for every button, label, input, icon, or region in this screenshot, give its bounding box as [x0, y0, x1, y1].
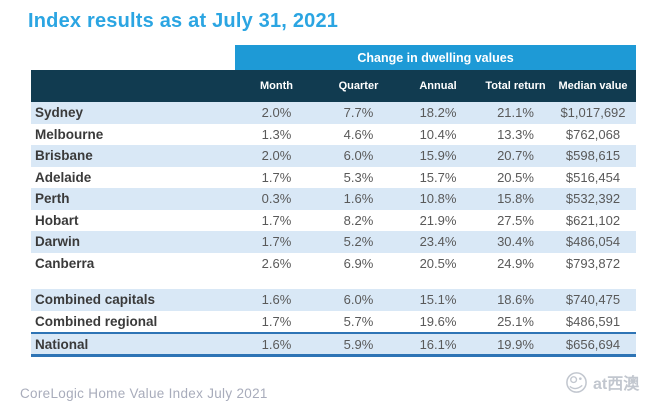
- cell-annual: 10.8%: [419, 191, 457, 207]
- cell-annual: 19.6%: [419, 313, 457, 329]
- cell-median-value: $532,392: [565, 191, 621, 207]
- cell-quarter: 6.0%: [343, 292, 374, 308]
- row-label: Combined regional: [35, 313, 158, 329]
- watermark: at西澳: [565, 370, 639, 394]
- cell-quarter: 7.7%: [343, 105, 374, 121]
- cell-month: 1.6%: [261, 292, 292, 308]
- watermark-label: at西澳: [593, 376, 640, 393]
- cell-total-return: 27.5%: [497, 212, 534, 228]
- table-row-hobart: Hobart 1.7% 8.2% 21.9% 27.5% $621,102: [31, 209, 636, 231]
- cell-total-return: 20.7%: [497, 148, 534, 164]
- table-banner: Change in dwelling values: [235, 45, 636, 70]
- row-label: Adelaide: [35, 169, 92, 185]
- table-row-combined-capitals: Combined capitals 1.6% 6.0% 15.1% 18.6% $740,…: [31, 289, 636, 311]
- cell-median-value: $740,475: [565, 292, 621, 308]
- cell-total-return: 19.9%: [497, 336, 534, 352]
- table-banner-row: Change in dwelling values: [31, 45, 636, 70]
- cell-total-return: 20.5%: [497, 169, 534, 185]
- cell-quarter: 8.2%: [343, 212, 374, 228]
- cell-annual: 15.7%: [419, 169, 457, 185]
- cell-annual: 18.2%: [419, 105, 457, 121]
- cell-total-return: 24.9%: [497, 255, 534, 271]
- cell-month: 0.3%: [261, 191, 292, 207]
- cell-total-return: 30.4%: [497, 234, 534, 250]
- row-label: Sydney: [35, 105, 84, 121]
- table-row-combined-regional: Combined regional 1.7% 5.7% 19.6% 25.1% $486,…: [31, 310, 636, 332]
- cell-quarter: 5.7%: [343, 313, 374, 329]
- cell-annual: 15.1%: [419, 292, 457, 308]
- table-row-perth: Perth 0.3% 1.6% 10.8% 15.8% $532,392: [31, 188, 636, 210]
- header-cell-total-return: Total return: [485, 80, 546, 92]
- cell-total-return: 13.3%: [497, 126, 534, 142]
- cell-month: 1.7%: [261, 169, 292, 185]
- source-caption: CoreLogic Home Value Index July 2021: [20, 386, 268, 401]
- table-header-row: Month Quarter Annual Total return Median…: [31, 70, 636, 102]
- table-row-sydney: Sydney 2.0% 7.7% 18.2% 21.1% $1,017,692: [31, 102, 636, 124]
- row-label: National: [35, 336, 89, 352]
- table-row-melbourne: Melbourne 1.3% 4.6% 10.4% 13.3% $762,068: [31, 123, 636, 145]
- cell-annual: 10.4%: [419, 126, 457, 142]
- cell-quarter: 5.9%: [343, 336, 374, 352]
- table-row-adelaide: Adelaide 1.7% 5.3% 15.7% 20.5% $516,454: [31, 166, 636, 188]
- table-row-canberra: Canberra 2.6% 6.9% 20.5% 24.9% $793,872: [31, 252, 636, 274]
- table-row-brisbane: Brisbane 2.0% 6.0% 15.9% 20.7% $598,615: [31, 145, 636, 167]
- row-label: Perth: [35, 191, 70, 207]
- index-results-table: Change in dwelling values Month Quarter …: [31, 45, 636, 357]
- row-label: Hobart: [35, 212, 79, 228]
- cell-total-return: 15.8%: [497, 191, 534, 207]
- cell-month: 1.3%: [261, 126, 292, 142]
- row-label: Canberra: [35, 255, 95, 271]
- cell-month: 1.7%: [261, 234, 292, 250]
- cell-median-value: $486,591: [565, 313, 621, 329]
- row-spacer: [31, 274, 636, 289]
- cell-median-value: $486,054: [565, 234, 621, 250]
- cell-annual: 23.4%: [419, 234, 457, 250]
- cell-total-return: 21.1%: [497, 105, 534, 121]
- cell-median-value: $516,454: [565, 169, 621, 185]
- cell-median-value: $598,615: [565, 148, 621, 164]
- cell-total-return: 18.6%: [497, 292, 534, 308]
- cell-median-value: $762,068: [565, 126, 621, 142]
- cell-month: 2.0%: [261, 148, 292, 164]
- cell-month: 1.6%: [261, 336, 292, 352]
- header-cell-median-value: Median value: [558, 80, 628, 92]
- cell-month: 2.0%: [261, 105, 292, 121]
- table-row-national: National 1.6% 5.9% 16.1% 19.9% $656,694: [31, 332, 636, 357]
- cell-median-value: $621,102: [565, 212, 621, 228]
- cell-quarter: 4.6%: [343, 126, 374, 142]
- cell-annual: 21.9%: [419, 212, 457, 228]
- cell-month: 1.7%: [261, 212, 292, 228]
- cell-month: 1.7%: [261, 313, 292, 329]
- header-cell-annual: Annual: [419, 80, 457, 92]
- cell-quarter: 6.9%: [343, 255, 374, 271]
- row-label: Brisbane: [35, 148, 93, 164]
- cell-median-value: $1,017,692: [560, 105, 626, 121]
- cell-quarter: 5.2%: [343, 234, 374, 250]
- header-cell-month: Month: [260, 80, 293, 92]
- cell-annual: 20.5%: [419, 255, 457, 271]
- globe-logo-icon: [566, 371, 587, 393]
- cell-median-value: $656,694: [565, 336, 621, 352]
- row-label: Combined capitals: [35, 292, 156, 308]
- cell-quarter: 6.0%: [343, 148, 374, 164]
- page-title: Index results as at July 31, 2021: [28, 10, 339, 32]
- header-cell-quarter: Quarter: [338, 80, 379, 92]
- table-row-darwin: Darwin 1.7% 5.2% 23.4% 30.4% $486,054: [31, 231, 636, 253]
- row-label: Darwin: [35, 234, 81, 250]
- cell-quarter: 5.3%: [343, 169, 374, 185]
- cell-quarter: 1.6%: [343, 191, 374, 207]
- cell-month: 2.6%: [261, 255, 292, 271]
- cell-median-value: $793,872: [565, 255, 621, 271]
- row-label: Melbourne: [35, 126, 104, 142]
- table-body: Sydney 2.0% 7.7% 18.2% 21.1% $1,017,692 Melbou…: [31, 102, 636, 357]
- cell-annual: 16.1%: [419, 336, 457, 352]
- cell-total-return: 25.1%: [497, 313, 534, 329]
- cell-annual: 15.9%: [419, 148, 457, 164]
